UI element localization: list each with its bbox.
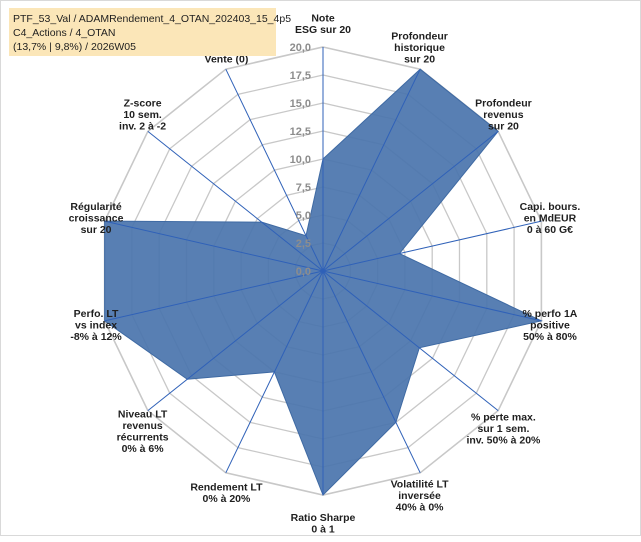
radar-axis-label: Note ESG sur 20 bbox=[295, 13, 351, 37]
radar-tick-label: 12,5 bbox=[290, 126, 311, 138]
radar-axis-labels: Note ESG sur 20 Profondeur historique sur 20… bbox=[69, 13, 581, 536]
radar-tick-label: 10,0 bbox=[290, 154, 311, 166]
radar-spoke bbox=[104, 220, 324, 272]
radar-axis-label: Volatilité LT inversée 40% à 0% bbox=[391, 478, 450, 513]
portfolio-category: C4_Actions / 4_OTAN bbox=[13, 27, 116, 39]
radar-spoke bbox=[322, 270, 542, 322]
radar-tick-label: 20,0 bbox=[290, 42, 311, 54]
radar-axis-label: % perte max. sur 1 sem. inv. 50% à 20% bbox=[466, 412, 541, 447]
radar-axis-label: Profondeur revenus sur 20 bbox=[475, 97, 532, 132]
radar-axis-label: Profondeur historique sur 20 bbox=[391, 31, 448, 66]
portfolio-title: PTF_53_Val / ADAMRendement_4_OTAN_202403… bbox=[13, 13, 292, 25]
radar-tick-label: 2,5 bbox=[296, 238, 311, 250]
radar-axis-label: Z-score 10 sem. inv. 2 à -2 bbox=[119, 97, 166, 132]
radar-spoke bbox=[322, 130, 499, 272]
radar-tick-label: 7,5 bbox=[296, 182, 311, 194]
radar-axis-label: Régularité croissance sur 20 bbox=[69, 201, 124, 236]
radar-spokes bbox=[104, 47, 542, 495]
radar-axis-label: Capi. bours. en MdEUR 0 à 60 G€ bbox=[520, 201, 581, 236]
radar-spoke bbox=[147, 270, 324, 412]
radar-axis-label: Perfo. LT vs index -8% à 12% bbox=[70, 308, 122, 343]
radar-axis-label: % perfo 1A positive 50% à 80% bbox=[523, 308, 578, 343]
radar-tick-label: 15,0 bbox=[290, 98, 311, 110]
radar-spoke bbox=[322, 220, 542, 272]
radar-tick-label: 17,5 bbox=[290, 70, 311, 82]
radar-axis-label: Niveau LT revenus récurrents 0% à 6% bbox=[117, 409, 169, 456]
radar-tick-labels: 0,0 2,5 5,0 7,5 10,0 12,5 15,0 17,5 20,0 bbox=[290, 42, 311, 278]
radar-spoke bbox=[225, 68, 324, 272]
radar-spoke bbox=[225, 270, 324, 474]
radar-spoke bbox=[322, 270, 421, 474]
radar-tick-label: 5,0 bbox=[296, 210, 311, 222]
radar-axis-label: Ratio Sharpe 0 à 1 bbox=[291, 512, 356, 536]
portfolio-stats: (13,7% | 9,8%) / 2026W05 bbox=[13, 41, 136, 53]
portfolio-info-box: PTF_53_Val / ADAMRendement_4_OTAN_202403… bbox=[9, 8, 292, 56]
radar-spoke bbox=[322, 270, 499, 412]
radar-spoke bbox=[322, 68, 421, 272]
radar-spoke bbox=[147, 130, 324, 272]
radar-tick-label: 0,0 bbox=[296, 266, 311, 278]
radar-axis-label: Rendement LT 0% à 20% bbox=[190, 481, 263, 505]
radar-spoke bbox=[104, 270, 324, 322]
